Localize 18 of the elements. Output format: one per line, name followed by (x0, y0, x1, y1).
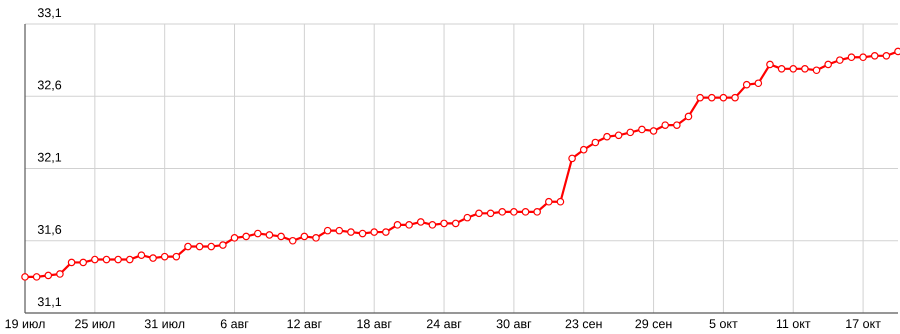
y-tick-label: 32,1 (38, 152, 62, 164)
y-tick-label: 31,1 (38, 297, 62, 308)
x-tick-label: 17 окт (846, 319, 881, 328)
x-tick-label: 30 авг (496, 319, 532, 328)
x-tick-label: 25 июл (75, 319, 114, 328)
x-tick-label: 11 окт (776, 319, 810, 328)
x-tick-label: 23 сен (566, 319, 602, 328)
x-tick-label: 18 авг (357, 319, 392, 328)
x-tick-label: 19 июл (6, 319, 45, 328)
y-tick-label: 31,6 (38, 225, 62, 236)
x-tick-label: 31 июл (144, 319, 184, 328)
x-tick-label: 6 авг (220, 319, 248, 328)
x-tick-label: 5 окт (710, 319, 738, 328)
x-tick-label: 24 авг (426, 319, 462, 328)
x-tick-label: 29 сен (635, 319, 672, 328)
y-tick-label: 32,6 (38, 80, 62, 91)
y-tick-label: 33,1 (38, 8, 62, 19)
x-tick-label: 12 авг (288, 319, 322, 328)
